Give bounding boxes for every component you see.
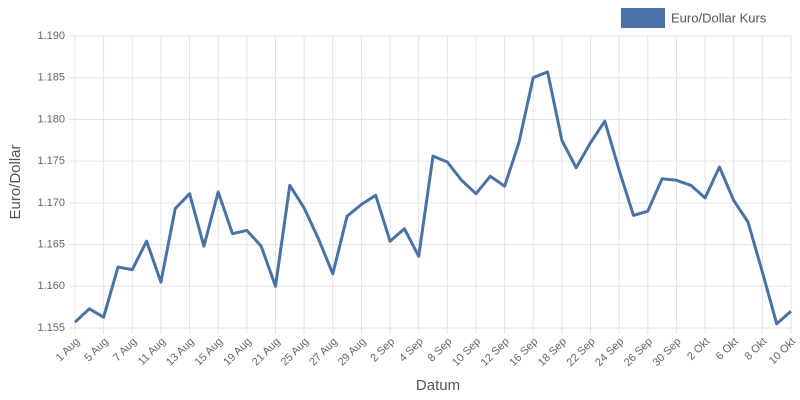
x-axis-title: Datum <box>416 377 460 394</box>
y-tick-label: 1.160 <box>37 280 65 292</box>
x-tick-label: 4 Sep <box>397 336 426 365</box>
x-tick-label: 10 Okt <box>767 336 798 367</box>
x-tick-label: 8 Okt <box>742 336 769 363</box>
y-tick-label: 1.190 <box>37 30 65 42</box>
y-tick-label: 1.175 <box>37 155 65 167</box>
x-tick-label: 10 Sep <box>450 336 483 369</box>
x-tick-label: 21 Aug <box>250 336 283 369</box>
legend-label: Euro/Dollar Kurs <box>671 10 767 25</box>
y-tick-label: 1.185 <box>37 72 65 84</box>
x-tick-label: 16 Sep <box>507 336 540 369</box>
x-tick-label: 2 Okt <box>685 336 712 363</box>
y-axis-title: Euro/Dollar <box>7 144 24 219</box>
x-tick-label: 6 Okt <box>714 336 741 363</box>
x-tick-label: 22 Sep <box>565 336 598 369</box>
x-tick-label: 29 Aug <box>336 336 369 369</box>
x-tick-label: 30 Sep <box>650 336 683 369</box>
y-tick-label: 1.180 <box>37 113 65 125</box>
x-tick-label: 13 Aug <box>164 336 197 369</box>
x-tick-label: 15 Aug <box>193 336 226 369</box>
x-tick-label: 1 Aug <box>54 336 82 364</box>
x-tick-label: 18 Sep <box>536 336 569 369</box>
x-tick-label: 19 Aug <box>221 336 254 369</box>
x-tick-label: 24 Sep <box>593 336 626 369</box>
x-tick-label: 2 Sep <box>368 336 397 365</box>
data-line <box>73 70 792 326</box>
x-tick-label: 12 Sep <box>479 336 512 369</box>
y-tick-label: 1.155 <box>37 322 65 334</box>
x-tick-label: 5 Aug <box>82 336 110 364</box>
legend-swatch <box>621 8 665 28</box>
x-tick-label: 26 Sep <box>622 336 655 369</box>
x-tick-label: 11 Aug <box>136 336 168 368</box>
y-tick-label: 1.165 <box>37 238 65 250</box>
x-tick-label: 27 Aug <box>307 336 340 369</box>
x-tick-label: 25 Aug <box>279 336 312 369</box>
y-tick-label: 1.170 <box>37 197 65 209</box>
